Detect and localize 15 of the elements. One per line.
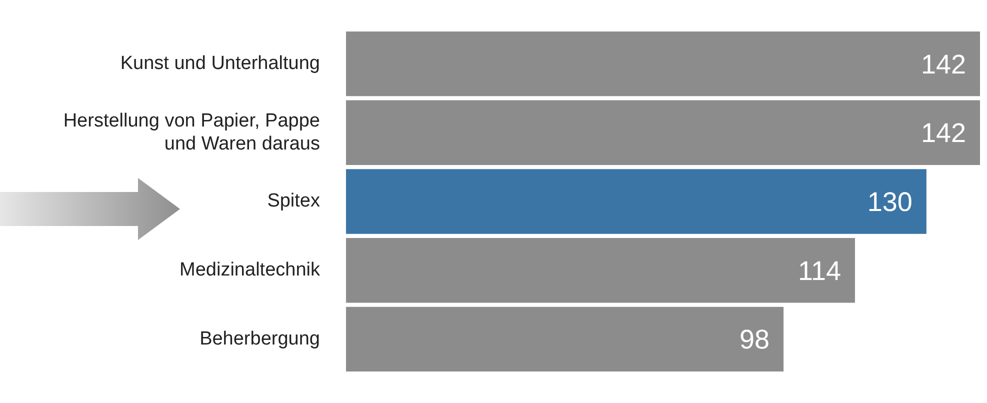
y-tick-label: Medizinaltechnik bbox=[180, 260, 320, 281]
bar bbox=[346, 100, 980, 166]
data-label: 142 bbox=[920, 118, 966, 148]
bar bbox=[346, 238, 855, 303]
y-tick-label: Kunst und Unterhaltung bbox=[120, 53, 320, 74]
y-tick-label: Beherbergung bbox=[200, 328, 320, 350]
data-label: 142 bbox=[920, 49, 966, 80]
bar bbox=[346, 169, 926, 234]
data-label: 114 bbox=[798, 256, 841, 286]
bar bbox=[346, 31, 980, 96]
y-tick-label: Herstellung von Papier, Pappe und Waren daraus bbox=[63, 110, 320, 154]
data-label: 98 bbox=[740, 324, 770, 355]
y-tick-label: Spitex bbox=[267, 190, 320, 212]
data-label: 130 bbox=[867, 186, 912, 217]
bar bbox=[346, 306, 784, 372]
